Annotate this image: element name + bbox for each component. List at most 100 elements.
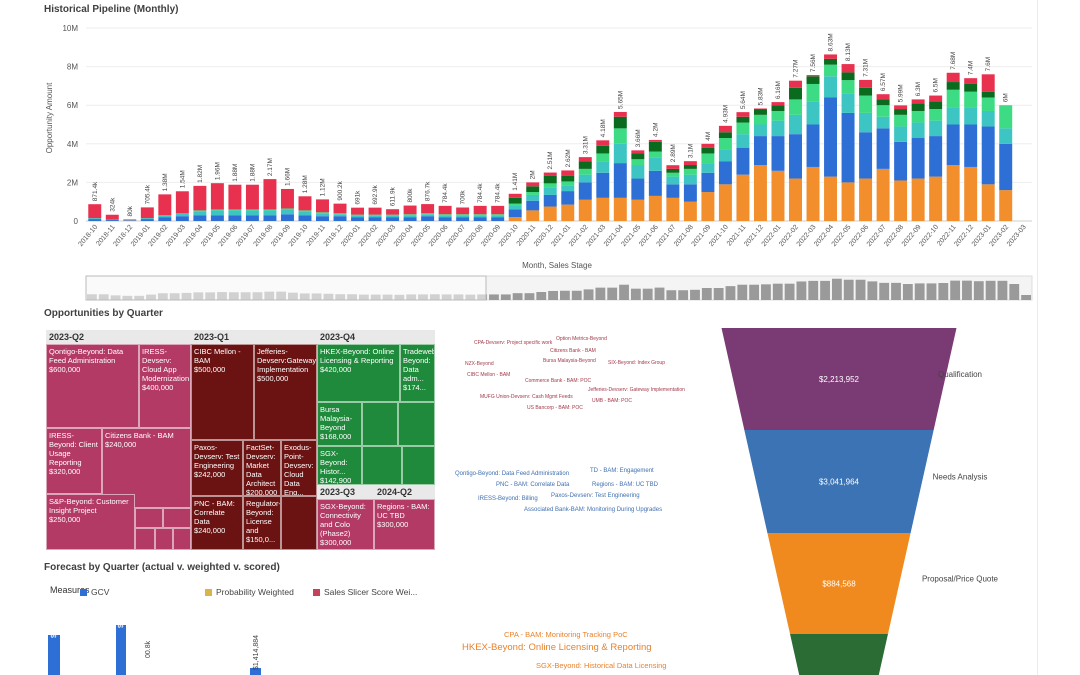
bar-segment bbox=[578, 182, 592, 200]
bar-total-label: 800k bbox=[407, 188, 414, 203]
funnel-chart[interactable]: $2,213,952 Qualification $3,041,964 Needs A… bbox=[720, 328, 1037, 675]
scrollbar-bar bbox=[985, 280, 996, 300]
treemap-cell[interactable]: Qontigo-Beyond: Data Feed Administration… bbox=[46, 344, 139, 428]
wordcloud-term[interactable]: Option Metrics-Beyond bbox=[556, 336, 607, 342]
bar-segment bbox=[964, 166, 978, 221]
treemap-cell[interactable]: IRESS-Devserv: Cloud App Modernization $4… bbox=[139, 344, 191, 428]
wordcloud-term[interactable]: Bursa Malaysia-Beyond bbox=[543, 358, 596, 364]
bar-segment bbox=[158, 215, 172, 218]
wordcloud-term[interactable]: Citizens Bank - BAM bbox=[550, 348, 596, 354]
bar-segment bbox=[894, 109, 908, 115]
treemap-cell[interactable]: S&P-Beyond: Customer Insight Project $250… bbox=[46, 494, 135, 550]
legend-label: Sales Slicer Score Wei... bbox=[324, 587, 418, 597]
wordcloud-term[interactable]: CPA-Devserv: Project specific work bbox=[474, 340, 553, 346]
wordcloud-term[interactable]: NZX-Beyond bbox=[465, 361, 494, 367]
forecast-legend-item[interactable]: GCV bbox=[80, 587, 109, 597]
treemap-cell[interactable]: Tradeweb-Beyond: Data adm...$174... bbox=[400, 344, 435, 402]
bar-total-label: 871.4k bbox=[92, 181, 99, 201]
wordcloud-term[interactable]: PNC - BAM: Correlate Data bbox=[496, 482, 570, 488]
treemap-cell[interactable]: PNC - BAM: Correlate Data $240,000 bbox=[191, 496, 243, 550]
treemap-cell[interactable]: Exodus-Point-Devserv: Cloud Data Eng...$… bbox=[281, 440, 317, 496]
bar-segment bbox=[631, 165, 645, 179]
funnel-stage-value: $2,213,952 bbox=[819, 375, 860, 384]
treemap-cell[interactable] bbox=[362, 402, 398, 446]
wordcloud-term[interactable]: TD - BAM: Engagement bbox=[590, 468, 654, 474]
treemap-cell[interactable]: HKEX-Beyond: Online Licensing & Reportin… bbox=[317, 344, 400, 402]
bar-segment bbox=[473, 205, 487, 215]
bar-segment bbox=[613, 163, 627, 198]
treemap-cell[interactable] bbox=[173, 528, 191, 550]
forecast-bar-label: $1,414,884 bbox=[253, 635, 260, 670]
treemap-cell[interactable] bbox=[135, 528, 155, 550]
funnel-stage bbox=[721, 328, 957, 430]
wordcloud-term[interactable]: UMB - BAM: POC bbox=[592, 398, 633, 404]
bar-segment bbox=[298, 215, 312, 221]
bar-segment bbox=[543, 172, 557, 176]
scrollbar-bar bbox=[914, 283, 925, 300]
treemap-cell[interactable]: Regulator-Beyond: License and $150,0... bbox=[243, 496, 281, 550]
bar-total-label: 7.31M bbox=[863, 59, 870, 77]
forecast-legend-item[interactable]: Sales Slicer Score Wei... bbox=[313, 587, 417, 597]
treemap-cell-amount: $174... bbox=[403, 383, 426, 392]
treemap-cell[interactable]: Paxos-Devserv: Test Engineering $242,000 bbox=[191, 440, 243, 496]
bar-segment bbox=[596, 172, 610, 198]
treemap-quarter-header: 2023-Q4 bbox=[317, 330, 435, 344]
treemap-cell[interactable]: Bursa Malaysia-Beyond $168,000 bbox=[317, 402, 362, 446]
bar-segment bbox=[841, 80, 855, 94]
treemap-cell-amount: $200,000 bbox=[246, 488, 278, 496]
bar-segment bbox=[666, 176, 680, 185]
treemap-cell[interactable]: SGX-Beyond: Connectivity and Colo (Phase… bbox=[317, 499, 374, 550]
treemap-cell[interactable]: FactSet-Devserv: Market Data Architect $2… bbox=[243, 440, 281, 496]
bar-segment bbox=[245, 210, 259, 216]
wordcloud-term[interactable]: Qontigo-Beyond: Data Feed Administration bbox=[455, 471, 570, 477]
bar-segment bbox=[403, 205, 417, 215]
bar-segment bbox=[999, 190, 1013, 221]
scrollbar-bar bbox=[938, 283, 949, 300]
treemap-chart[interactable]: 2023-Q2 2023-Q1 2023-Q4 2023-Q3 2024-Q2 Qonti… bbox=[46, 330, 435, 550]
treemap-cell[interactable] bbox=[362, 446, 402, 485]
wordcloud-term[interactable]: Paxos-Devserv: Test Engineering bbox=[551, 493, 640, 499]
treemap-cell[interactable]: IRESS-Beyond: Client Usage Reporting $320… bbox=[46, 428, 102, 494]
wordcloud-term[interactable]: CIBC Mellon - BAM bbox=[467, 372, 511, 378]
treemap-cell[interactable] bbox=[402, 446, 435, 485]
bar-segment bbox=[876, 105, 890, 117]
treemap-cell-amount: $142,900 bbox=[320, 476, 352, 485]
treemap-cell[interactable]: CIBC Mellon - BAM $500,000 bbox=[191, 344, 254, 440]
bar-total-label: 692.9k bbox=[372, 184, 379, 204]
wordcloud-term[interactable]: SGX-Beyond: Historical Data Licensing bbox=[536, 661, 667, 670]
bar-segment bbox=[929, 95, 943, 102]
wordcloud-term[interactable]: MUFG Union-Devserv: Cash Mgmt Feeds bbox=[480, 394, 573, 400]
bar-segment bbox=[894, 126, 908, 142]
wordcloud-term[interactable]: Regions - BAM: UC TBD bbox=[592, 482, 658, 488]
wordcloud-term[interactable]: US Bancorp - BAM: POC bbox=[527, 405, 583, 411]
wordcloud-term[interactable]: Commerce Bank - BAM: POC bbox=[525, 378, 592, 384]
treemap-cell[interactable]: SGX-Beyond: Histor... $142,900 bbox=[317, 446, 362, 485]
bar-segment bbox=[841, 112, 855, 183]
treemap-cell[interactable]: Regions - BAM: UC TBD $300,000 bbox=[374, 499, 435, 550]
wordcloud-term[interactable]: HKEX-Beyond: Online Licensing & Reportin… bbox=[462, 642, 652, 653]
bar-segment bbox=[351, 207, 365, 215]
bar-segment bbox=[701, 147, 715, 154]
bar-segment bbox=[193, 215, 207, 221]
treemap-cell[interactable] bbox=[135, 508, 163, 528]
forecast-legend-item[interactable]: Probability Weighted bbox=[205, 587, 294, 597]
forecast-chart[interactable]: $2,173,9... $2,689,346 00.8k $1,414,884 bbox=[40, 600, 440, 675]
scrollbar-bar bbox=[701, 288, 712, 300]
wordcloud-term[interactable]: CPA - BAM: Monitoring Tracking PoC bbox=[504, 630, 628, 639]
wordcloud-term[interactable]: Associated Bank-BAM: Monitoring During U… bbox=[524, 507, 663, 513]
treemap-cell[interactable]: Jefferies-Devserv:Gateway Implementation… bbox=[254, 344, 317, 440]
bar-segment bbox=[316, 213, 329, 217]
bar-segment bbox=[280, 209, 294, 215]
bar-total-label: 7.56M bbox=[810, 54, 817, 72]
treemap-cell[interactable] bbox=[163, 508, 191, 528]
treemap-cell[interactable] bbox=[398, 402, 435, 446]
treemap-cell[interactable] bbox=[281, 496, 317, 550]
bar-segment bbox=[333, 216, 347, 221]
wordcloud-term[interactable]: SIX-Beyond: Index Group bbox=[608, 360, 665, 366]
bar-segment bbox=[911, 99, 925, 104]
treemap-cell[interactable] bbox=[155, 528, 173, 550]
bar-segment bbox=[683, 161, 697, 166]
wordcloud-term[interactable]: IRESS-Beyond: Billing bbox=[478, 496, 538, 502]
wordcloud-term[interactable]: Jefferies-Devserv: Gateway Implementatio… bbox=[588, 387, 685, 393]
